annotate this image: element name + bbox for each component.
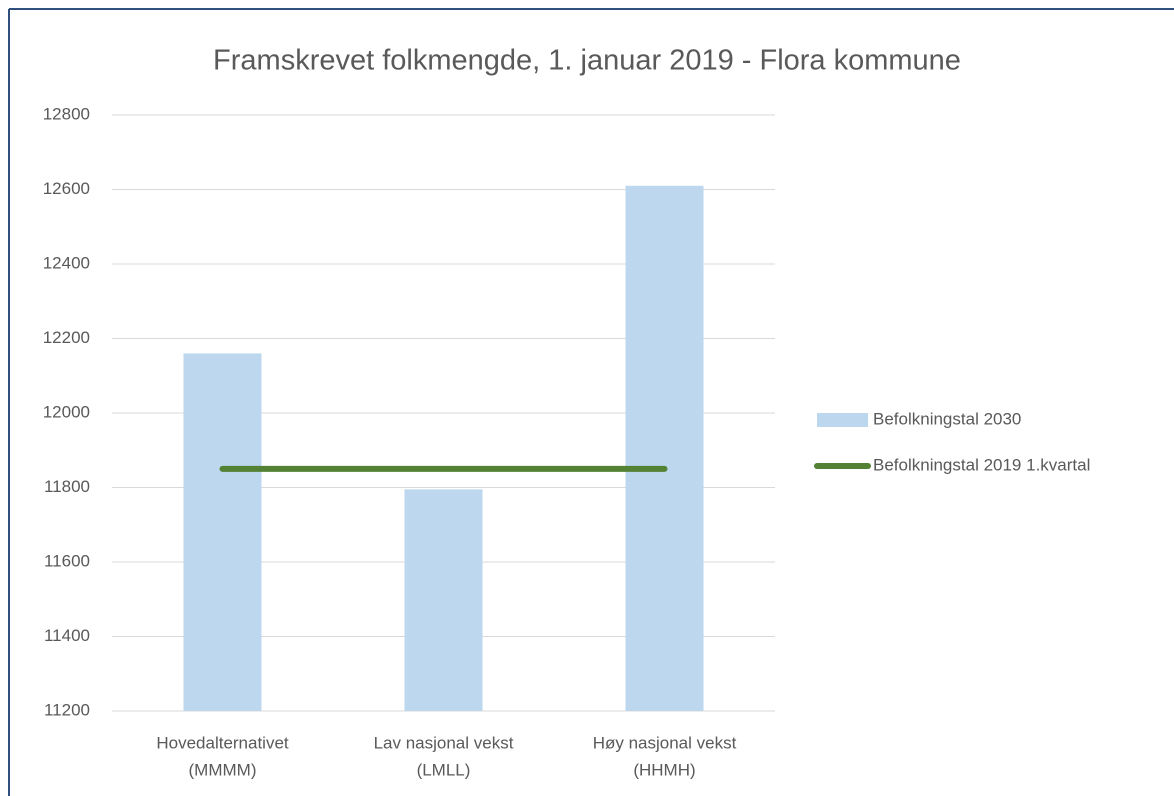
chart-title: Framskrevet folkmengde, 1. januar 2019 -… — [213, 45, 961, 77]
bar — [183, 353, 262, 711]
y-tick-label: 12400 — [43, 253, 90, 272]
y-tick-label: 12600 — [43, 179, 90, 198]
y-tick-label: 12800 — [43, 104, 90, 123]
bar — [625, 185, 704, 711]
x-tick-label: (HHMH) — [633, 760, 695, 779]
y-tick-label: 11800 — [44, 477, 90, 496]
x-tick-label: Hovedalternativet — [156, 733, 289, 752]
bar — [404, 489, 483, 711]
x-tick-label: Lav nasjonal vekst — [374, 733, 514, 752]
legend-label: Befolkningstal 2030 — [873, 409, 1021, 428]
x-tick-label: (LMLL) — [417, 760, 471, 779]
y-tick-label: 12200 — [43, 328, 90, 347]
y-tick-label: 11600 — [44, 551, 90, 570]
legend-swatch — [817, 413, 868, 427]
legend-label: Befolkningstal 2019 1.kvartal — [873, 455, 1090, 474]
x-tick-label: Høy nasjonal vekst — [593, 733, 737, 752]
y-tick-label: 11200 — [44, 700, 90, 719]
x-tick-label: (MMMM) — [189, 760, 257, 779]
y-tick-label: 11400 — [44, 626, 90, 645]
y-tick-label: 12000 — [43, 402, 90, 421]
